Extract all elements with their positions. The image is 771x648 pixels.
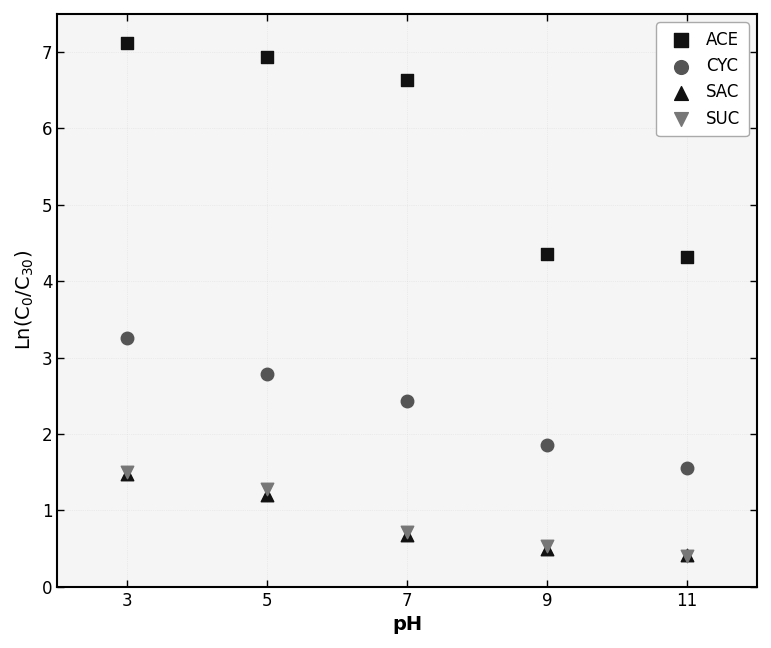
CYC — [681, 463, 693, 474]
SUC — [401, 527, 413, 537]
CYC — [541, 440, 554, 450]
SUC — [261, 484, 274, 494]
SAC — [121, 469, 133, 480]
SAC — [401, 529, 413, 540]
CYC — [121, 333, 133, 343]
CYC — [401, 396, 413, 406]
ACE — [401, 75, 413, 86]
SAC — [261, 490, 274, 500]
ACE — [541, 249, 554, 260]
SAC — [541, 543, 554, 553]
ACE — [681, 251, 693, 262]
Legend: ACE, CYC, SAC, SUC: ACE, CYC, SAC, SUC — [656, 22, 749, 136]
SUC — [121, 467, 133, 478]
ACE — [261, 52, 274, 63]
SAC — [681, 550, 693, 560]
X-axis label: pH: pH — [392, 615, 423, 634]
ACE — [121, 38, 133, 48]
SUC — [681, 551, 693, 561]
CYC — [261, 369, 274, 380]
Y-axis label: Ln(C$_0$/C$_{30}$): Ln(C$_0$/C$_{30}$) — [14, 250, 36, 351]
SUC — [541, 541, 554, 551]
